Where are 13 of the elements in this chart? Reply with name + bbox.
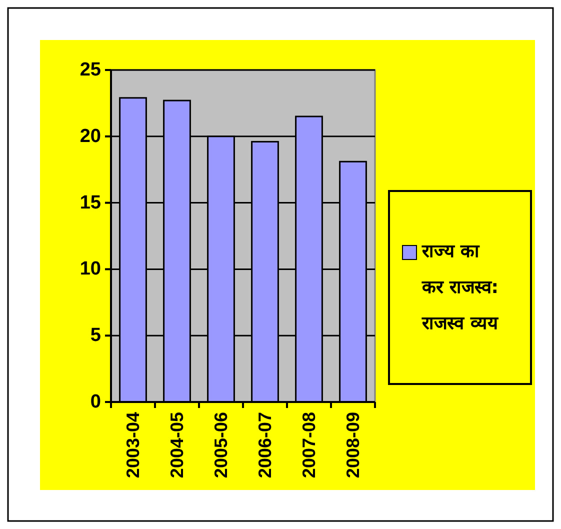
y-tick-label: 25 <box>80 60 102 80</box>
y-tick-label: 10 <box>80 258 101 280</box>
x-tick-label: 2007-08 <box>299 412 319 478</box>
y-tick-label: 20 <box>80 126 101 147</box>
y-tick-label: 15 <box>80 192 102 214</box>
x-tick-label: 2008-09 <box>343 412 363 478</box>
y-tick-label: 0 <box>90 392 101 412</box>
x-tick-label: 2004-05 <box>167 412 187 478</box>
legend-label: राज्य का कर राजस्व: राजस्व व्यय <box>422 240 500 336</box>
x-tick-label: 2006-07 <box>255 412 275 478</box>
x-tick-label: 2005-06 <box>211 412 231 478</box>
y-tick-label: 5 <box>90 325 102 346</box>
x-tick-label: 2003-04 <box>123 412 143 478</box>
